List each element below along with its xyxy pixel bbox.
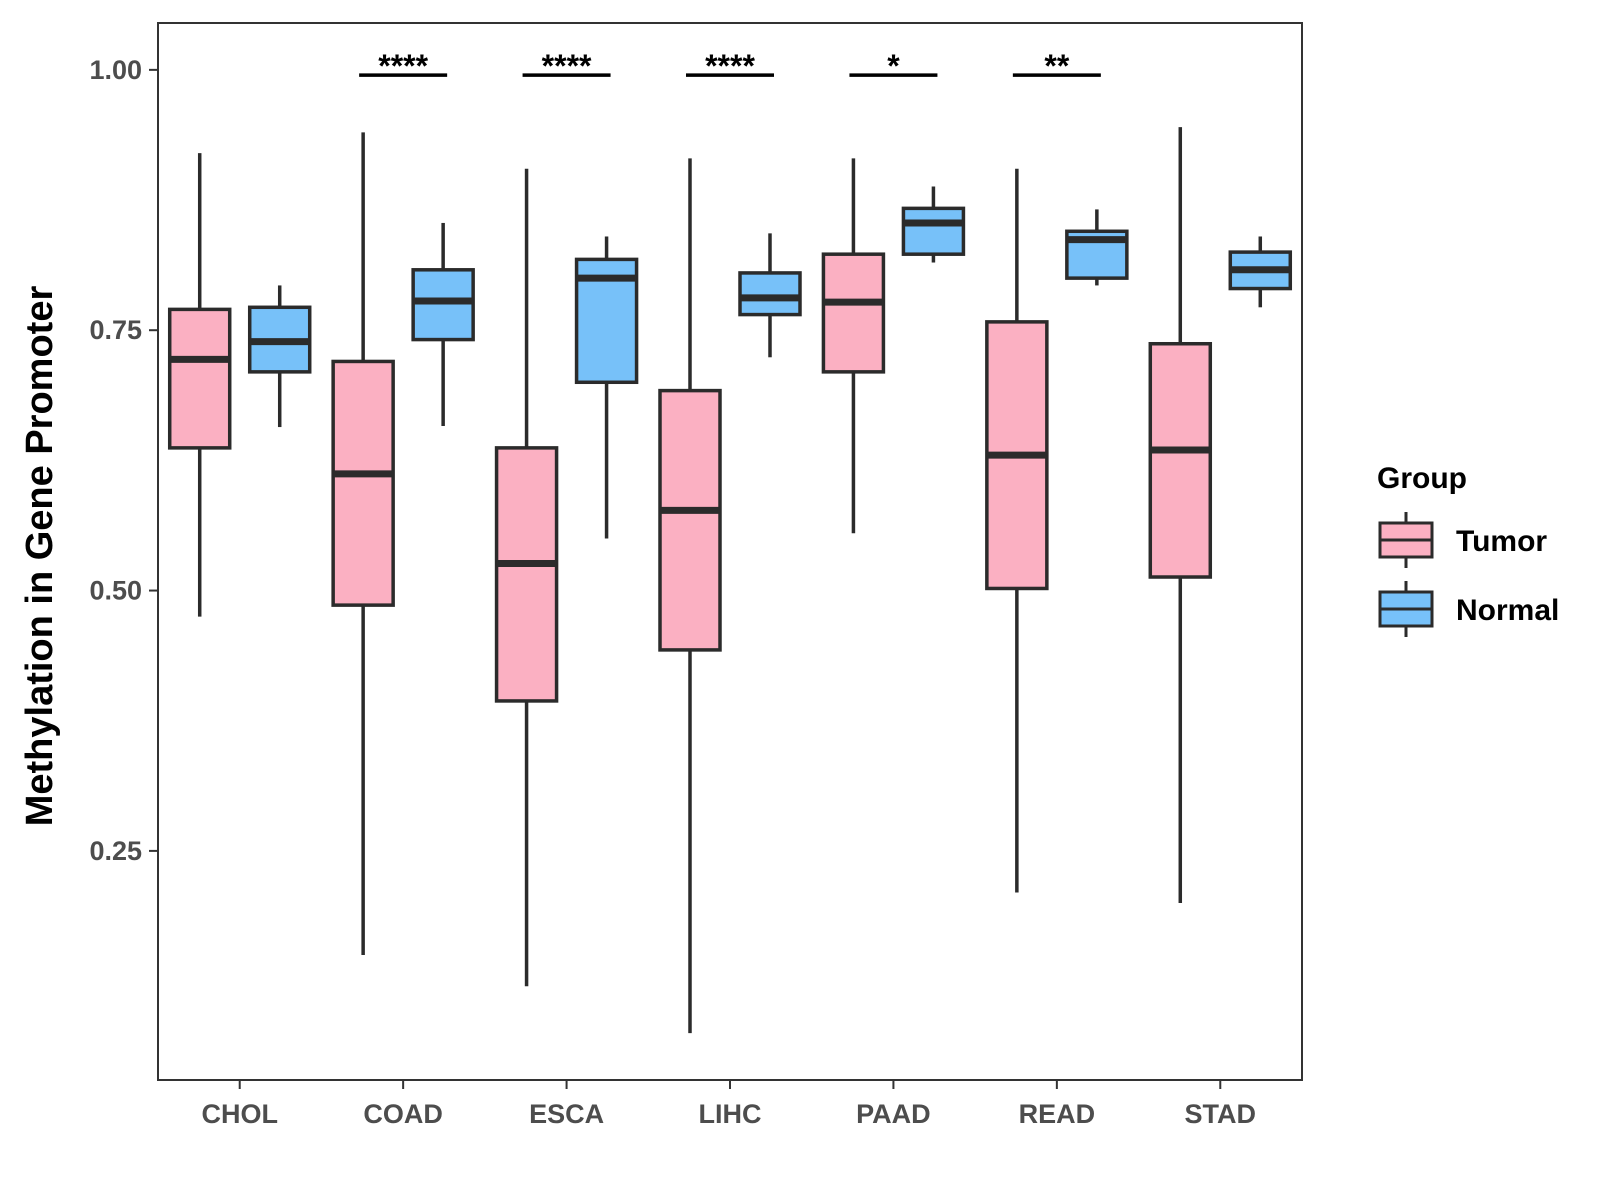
legend-label-tumor: Tumor [1456,525,1547,558]
box-tumor-read [985,168,1049,893]
x-tick-label: PAAD [856,1099,931,1129]
x-tick-label: CHOL [201,1099,278,1129]
significance-label: * [887,48,900,84]
box-tumor-stad [1148,127,1213,903]
box-body [167,307,232,450]
significance-paad: * [849,48,938,84]
box-tumor-lihc [658,158,722,1034]
box-normal-read [1065,209,1129,286]
box-body [658,388,722,652]
y-tick-label: 1.00 [89,55,142,85]
significance-label: **** [542,48,592,84]
y-tick-label: 0.50 [89,576,142,606]
box-tumor-esca [494,168,559,987]
box-normal-paad [901,186,966,263]
box-body [821,252,886,374]
legend: Group Tumor Normal [1377,462,1559,637]
box-body [411,268,475,342]
legend-label-normal: Normal [1456,594,1559,627]
legend-title: Group [1377,462,1467,495]
y-tick-label: 0.25 [89,836,142,866]
x-tick-label: ESCA [529,1099,604,1129]
significance-label: **** [705,48,755,84]
y-axis-title: Methylation in Gene Promoter [19,286,61,827]
x-tick-label: READ [1019,1099,1096,1129]
box-tumor-paad [821,158,886,534]
significance-read: ** [1012,48,1101,84]
legend-item-normal: Normal [1378,581,1559,637]
significance-esca: **** [522,48,611,84]
box-normal-coad [411,222,475,427]
significance-lihc: **** [686,48,774,84]
y-tick-label: 0.75 [89,315,142,345]
box-normal-stad [1228,236,1293,308]
significance-coad: **** [359,48,448,84]
box-tumor-coad [331,132,395,956]
x-tick-label: STAD [1185,1099,1257,1129]
x-tick-label: LIHC [699,1099,762,1129]
significance-label: **** [378,48,428,84]
legend-item-tumor: Tumor [1378,512,1547,568]
box-normal-esca [574,236,639,539]
box-body [738,271,802,317]
box-body [901,206,966,256]
box-body [494,446,559,703]
box-body [331,359,395,607]
plot-area: 0.25 0.50 0.75 1.00 CHOL COAD ESCA LIHC PAAD READ… [89,22,1303,1129]
box-normal-chol [247,285,312,428]
x-tick-label: COAD [363,1099,443,1129]
box-normal-lihc [738,233,802,358]
box-body [1148,341,1213,579]
box-tumor-chol [167,153,232,617]
significance-label: ** [1044,48,1069,84]
